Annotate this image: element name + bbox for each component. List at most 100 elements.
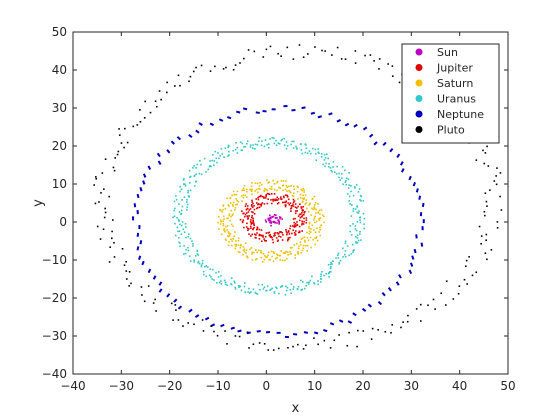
data-point [256, 227, 259, 229]
data-point [318, 217, 320, 220]
data-point [258, 234, 261, 237]
data-point [283, 144, 286, 146]
series-neptune [131, 105, 425, 339]
data-point [103, 188, 105, 190]
data-point [400, 168, 405, 173]
data-point [257, 196, 259, 199]
data-point [174, 304, 177, 306]
data-point [220, 283, 223, 285]
data-point [276, 256, 278, 259]
data-point [220, 233, 223, 236]
data-point [218, 228, 220, 230]
data-point [299, 241, 302, 243]
data-point [364, 54, 366, 57]
data-point [265, 331, 271, 334]
data-point [136, 210, 139, 215]
data-point [369, 54, 372, 56]
data-point [294, 210, 297, 212]
data-point [245, 188, 248, 191]
data-point [284, 204, 287, 206]
data-point [323, 215, 325, 218]
data-point [225, 66, 227, 69]
data-point [336, 165, 338, 168]
data-point [356, 237, 359, 239]
data-point [222, 220, 224, 222]
data-point [112, 219, 114, 221]
data-point [381, 291, 386, 297]
data-point [304, 203, 307, 206]
data-point [260, 240, 263, 243]
data-point [179, 185, 181, 188]
data-point [320, 224, 323, 227]
x-tick-label: −40 [60, 379, 85, 393]
data-point [358, 188, 361, 190]
data-point [298, 245, 300, 248]
data-point [301, 189, 303, 192]
data-point [305, 344, 307, 347]
data-point [237, 251, 240, 253]
data-point [225, 225, 227, 228]
data-point [290, 246, 292, 249]
data-point [179, 245, 181, 248]
data-point [266, 143, 268, 146]
data-point [297, 285, 300, 288]
data-point [288, 185, 290, 188]
data-point [339, 179, 342, 181]
data-point [191, 240, 193, 242]
data-point [359, 216, 362, 219]
data-point [294, 206, 297, 209]
data-point [329, 263, 332, 266]
data-point [214, 65, 216, 68]
data-point [246, 205, 249, 207]
data-point [175, 309, 177, 311]
data-point [187, 235, 189, 238]
data-point [234, 209, 236, 211]
data-point [209, 122, 215, 127]
legend-item-saturn: Saturn [415, 77, 473, 90]
data-point [301, 214, 304, 217]
data-point [278, 222, 281, 224]
data-point [235, 203, 237, 206]
data-point [252, 217, 254, 220]
data-point [188, 133, 193, 139]
data-point [284, 194, 287, 196]
data-point [235, 240, 237, 242]
data-point [329, 167, 332, 169]
data-point [367, 303, 373, 308]
data-point [272, 260, 275, 263]
data-point [308, 221, 311, 224]
data-point [205, 265, 208, 267]
data-point [359, 230, 361, 233]
data-point [285, 230, 288, 233]
data-point [224, 230, 226, 233]
data-point [296, 288, 299, 291]
data-point [490, 249, 493, 251]
data-point [314, 231, 317, 234]
data-point [407, 314, 409, 317]
data-point [271, 287, 274, 290]
data-point [297, 250, 299, 253]
data-point [314, 243, 316, 246]
data-point [258, 137, 261, 139]
data-point [226, 343, 228, 345]
data-point [422, 219, 425, 224]
data-point [143, 117, 146, 119]
data-point [325, 162, 327, 165]
data-point [300, 289, 302, 291]
data-point [251, 193, 253, 196]
data-point [302, 187, 305, 190]
data-point [300, 207, 303, 209]
data-point [297, 231, 300, 234]
data-point [302, 194, 304, 197]
data-point [250, 190, 253, 193]
data-point [406, 320, 409, 323]
data-point [235, 193, 237, 196]
data-point [251, 199, 253, 202]
data-point [331, 263, 333, 265]
data-point [344, 242, 347, 245]
data-point [276, 222, 278, 224]
data-point [244, 242, 247, 245]
data-point [420, 242, 424, 247]
data-point [286, 195, 289, 198]
data-point [201, 319, 204, 321]
